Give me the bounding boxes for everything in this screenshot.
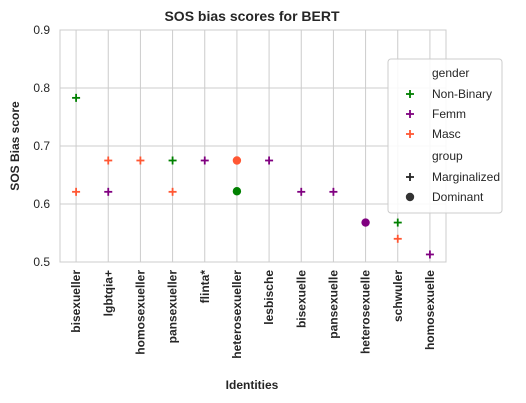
point-heterosexuelle-femm <box>361 218 370 227</box>
x-tick-label-pansexuelle: pansexuelle <box>326 270 340 339</box>
legend-title-group: group <box>432 149 463 163</box>
point-lgbtqia-femm <box>104 187 113 196</box>
y-tick-label: 0.6 <box>33 197 50 211</box>
x-axis-label: Identities <box>226 378 279 392</box>
y-tick-label: 0.7 <box>33 139 50 153</box>
legend-entry-marginalized: Marginalized <box>406 170 500 184</box>
point-bisexueller-non-binary <box>72 93 81 102</box>
x-tick-label-lgbtqia: lgbtqia+ <box>101 270 115 316</box>
legend-entry-femm: Femm <box>406 107 466 121</box>
x-tick-label-schwuler: schwuler <box>391 270 405 322</box>
data-points <box>72 93 434 259</box>
legend: gender Non-Binary Femm Masc group Margin… <box>387 58 503 214</box>
point-bisexueller-masc <box>72 187 81 196</box>
y-tick-label: 0.8 <box>33 81 50 95</box>
point-schwuler-masc <box>393 234 402 243</box>
y-tick-label: 0.5 <box>33 255 50 269</box>
point-pansexuelle-femm <box>329 187 338 196</box>
x-tick-label-homosexueller: homosexueller <box>133 270 147 355</box>
x-tick-label-bisexueller: bisexueller <box>69 270 83 333</box>
x-tick-label-bisexuelle: bisexuelle <box>294 270 308 328</box>
y-tick-label: 0.9 <box>33 23 50 37</box>
legend-box <box>387 58 503 214</box>
x-tick-label-homosexuelle: homosexuelle <box>423 270 437 350</box>
legend-title-gender: gender <box>432 66 469 80</box>
point-pansexueller-masc <box>168 187 177 196</box>
legend-entry-dominant: Dominant <box>405 190 484 204</box>
legend-marker-non-binary <box>406 90 414 98</box>
x-tick-label-pansexueller: pansexueller <box>166 270 180 344</box>
chart-title: SOS bias scores for BERT <box>164 8 340 24</box>
point-lesbische-femm <box>265 156 274 165</box>
legend-marker-masc <box>406 130 414 138</box>
point-lgbtqia-masc <box>104 156 113 165</box>
point-pansexueller-non-binary <box>168 156 177 165</box>
legend-marker-dot <box>405 192 415 202</box>
x-tick-label-heterosexueller: heterosexueller <box>230 270 244 359</box>
point-schwuler-non-binary <box>393 218 402 227</box>
legend-label-femm: Femm <box>432 107 466 121</box>
point-bisexuelle-femm <box>297 187 306 196</box>
legend-marker-femm <box>406 110 414 118</box>
legend-entry-masc: Masc <box>406 127 461 141</box>
point-flinta-femm <box>200 156 209 165</box>
x-tick-label-heterosexuelle: heterosexuelle <box>359 270 373 354</box>
point-heterosexueller-non-binary <box>232 187 242 196</box>
legend-label-masc: Masc <box>432 127 461 141</box>
point-homosexueller-masc <box>136 156 145 165</box>
x-tick-label-lesbische: lesbische <box>262 270 276 325</box>
point-homosexuelle-femm <box>425 250 434 259</box>
legend-marker-plus <box>406 173 414 181</box>
legend-label-marginalized: Marginalized <box>432 170 500 184</box>
y-axis-label: SOS Bias score <box>8 101 22 191</box>
point-heterosexueller-masc <box>232 156 242 165</box>
legend-entry-non-binary: Non-Binary <box>406 87 492 101</box>
x-tick-label-flinta: flinta* <box>198 270 212 304</box>
legend-label-dominant: Dominant <box>432 190 484 204</box>
x-tick-labels: bisexueller lgbtqia+ homosexueller pansexue… <box>69 270 437 359</box>
y-tick-labels: 0.5 0.6 0.7 0.8 0.9 <box>33 23 50 269</box>
legend-label-non-binary: Non-Binary <box>432 87 492 101</box>
